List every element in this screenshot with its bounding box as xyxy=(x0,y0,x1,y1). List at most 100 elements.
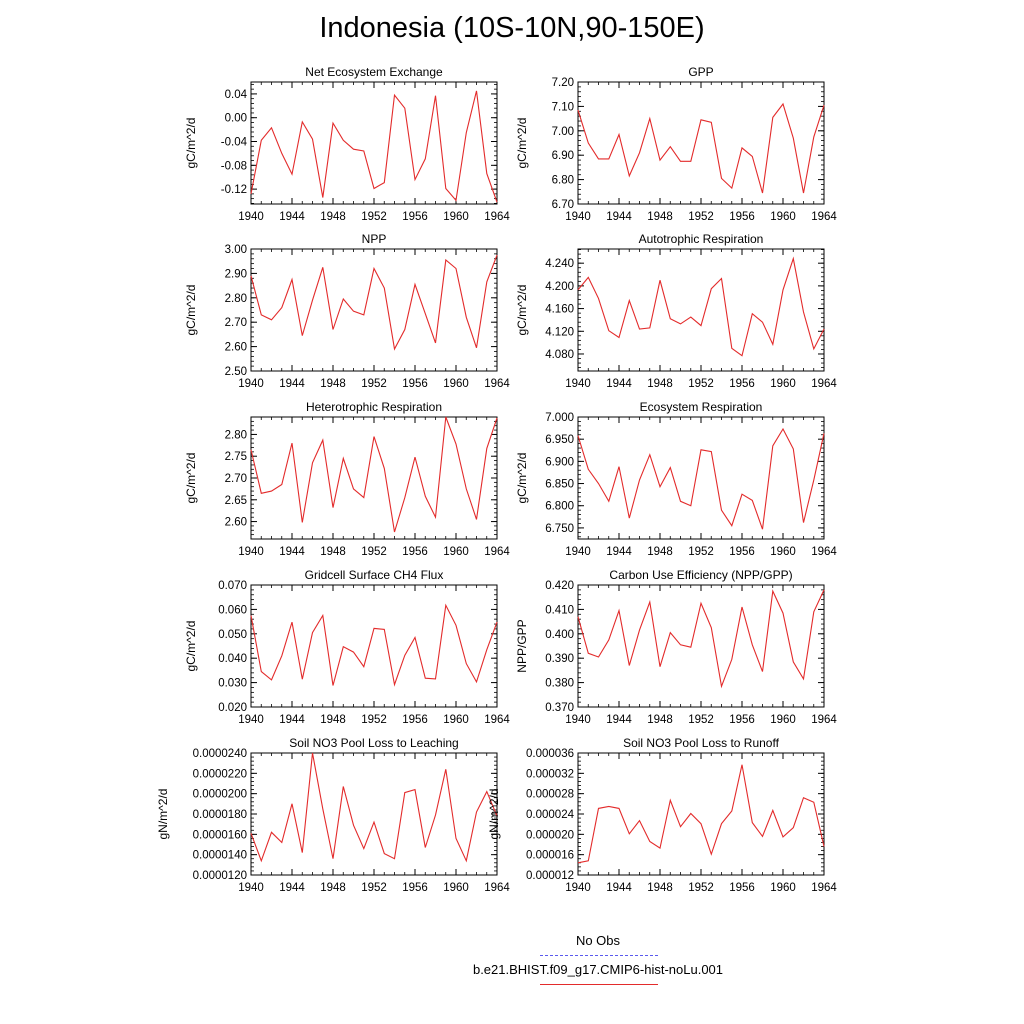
chart-9-ytick-label: 0.000036 xyxy=(526,748,574,760)
chart-1-ylabel: gC/m^2/d xyxy=(515,118,529,169)
chart-0-ytick-label: -0.08 xyxy=(221,160,247,172)
chart-9-xtick-label: 1960 xyxy=(770,882,796,894)
chart-2-ytick-label: 2.90 xyxy=(225,268,247,280)
chart-2-ytick-label: 2.60 xyxy=(225,342,247,354)
chart-9-ytick-label: 0.000012 xyxy=(526,870,574,882)
chart-0-ytick-label: -0.04 xyxy=(221,137,248,149)
chart-1-xtick-label: 1940 xyxy=(565,211,591,223)
chart-7-series-line-0 xyxy=(577,589,825,689)
chart-3-xtick-label: 1964 xyxy=(811,378,837,390)
chart-6-xtick-label: 1956 xyxy=(402,714,428,726)
chart-7-xtick-label: 1948 xyxy=(647,714,673,726)
chart-8-ylabel: gN/m^2/d xyxy=(156,789,170,840)
chart-2-xtick-label: 1952 xyxy=(361,378,387,390)
chart-5-plot-frame xyxy=(577,416,825,540)
chart-7-xtick-label: 1944 xyxy=(606,714,632,726)
chart-6-ytick-label: 0.040 xyxy=(218,653,247,665)
chart-6-title: Gridcell Surface CH4 Flux xyxy=(305,568,444,582)
chart-2-xtick-label: 1956 xyxy=(402,378,428,390)
chart-4-ytick-label: 2.75 xyxy=(225,451,247,463)
chart-3-ytick-label: 4.240 xyxy=(545,258,574,270)
chart-7-ytick-label: 0.420 xyxy=(545,580,574,592)
chart-8-title: Soil NO3 Pool Loss to Leaching xyxy=(289,736,458,750)
chart-9-ytick-label: 0.000024 xyxy=(526,809,575,821)
chart-8-xtick-label: 1956 xyxy=(402,882,428,894)
chart-0-plot-frame xyxy=(250,81,498,205)
chart-8-ytick-label: 0.0000160 xyxy=(193,829,247,841)
chart-6-xtick-label: 1964 xyxy=(484,714,510,726)
chart-9-xtick-label: 1944 xyxy=(606,882,632,894)
chart-5-ytick-label: 6.900 xyxy=(545,456,574,468)
chart-0-series-line-0 xyxy=(250,90,498,203)
chart-3-xtick-label: 1948 xyxy=(647,378,673,390)
chart-1-ytick-label: 7.00 xyxy=(552,126,574,138)
chart-2-ytick-label: 2.70 xyxy=(225,317,247,329)
chart-6-xtick-label: 1940 xyxy=(238,714,264,726)
chart-3-ytick-label: 4.120 xyxy=(545,326,574,338)
chart-8-ytick-label: 0.0000240 xyxy=(193,748,247,760)
chart-5-xtick-label: 1964 xyxy=(811,546,837,558)
chart-5-xtick-label: 1948 xyxy=(647,546,673,558)
chart-9-ytick-label: 0.000028 xyxy=(526,789,574,801)
chart-3-xtick-label: 1952 xyxy=(688,378,714,390)
chart-0-ylabel: gC/m^2/d xyxy=(184,118,198,169)
chart-7-xtick-label: 1956 xyxy=(729,714,755,726)
chart-5-xtick-label: 1960 xyxy=(770,546,796,558)
chart-3-ytick-label: 4.160 xyxy=(545,304,574,316)
chart-5-xtick-label: 1952 xyxy=(688,546,714,558)
chart-4-xtick-label: 1944 xyxy=(279,546,305,558)
chart-7-ytick-label: 0.400 xyxy=(545,629,574,641)
chart-3-ytick-label: 4.080 xyxy=(545,349,574,361)
chart-5-series-line-0 xyxy=(577,427,825,530)
chart-8-plot-frame xyxy=(250,752,498,876)
chart-8-ytick-label: 0.0000120 xyxy=(193,870,247,882)
chart-4-ytick-label: 2.80 xyxy=(225,429,247,441)
chart-1-ytick-label: 7.10 xyxy=(552,101,574,113)
chart-8-xtick-label: 1944 xyxy=(279,882,305,894)
chart-3-xtick-label: 1944 xyxy=(606,378,632,390)
chart-6-ylabel: gC/m^2/d xyxy=(184,621,198,672)
chart-2-xtick-label: 1964 xyxy=(484,378,510,390)
chart-6-xtick-label: 1944 xyxy=(279,714,305,726)
chart-0-xtick-label: 1944 xyxy=(279,211,305,223)
chart-8-series-line-0 xyxy=(250,752,498,863)
chart-8-xtick-label: 1960 xyxy=(443,882,469,894)
chart-7-ytick-label: 0.410 xyxy=(545,604,574,616)
legend-line-model-run xyxy=(540,984,658,985)
chart-0-xtick-label: 1940 xyxy=(238,211,264,223)
chart-2-xtick-label: 1944 xyxy=(279,378,305,390)
chart-9-xtick-label: 1964 xyxy=(811,882,837,894)
chart-9-xtick-label: 1948 xyxy=(647,882,673,894)
chart-0-xtick-label: 1956 xyxy=(402,211,428,223)
chart-3-series-line-0 xyxy=(577,256,825,357)
chart-7-ytick-label: 0.380 xyxy=(545,678,574,690)
chart-4-plot-frame xyxy=(250,416,498,540)
chart-6-plot-frame xyxy=(250,584,498,708)
chart-5-ytick-label: 6.800 xyxy=(545,501,574,513)
chart-8-xtick-label: 1964 xyxy=(484,882,510,894)
chart-7-xtick-label: 1964 xyxy=(811,714,837,726)
chart-1-ytick-label: 7.20 xyxy=(552,77,574,89)
chart-8-ytick-label: 0.0000220 xyxy=(193,768,247,780)
chart-2-xtick-label: 1940 xyxy=(238,378,264,390)
chart-4-xtick-label: 1952 xyxy=(361,546,387,558)
chart-0-title: Net Ecosystem Exchange xyxy=(305,65,443,79)
chart-0-ytick-label: 0.04 xyxy=(225,89,248,101)
chart-1-xtick-label: 1948 xyxy=(647,211,673,223)
chart-6-ytick-label: 0.060 xyxy=(218,604,247,616)
chart-4-xtick-label: 1948 xyxy=(320,546,346,558)
chart-8-ytick-label: 0.0000200 xyxy=(193,789,247,801)
chart-0-xtick-label: 1948 xyxy=(320,211,346,223)
chart-1-xtick-label: 1956 xyxy=(729,211,755,223)
chart-0-ytick-label: -0.12 xyxy=(221,184,247,196)
chart-8-xtick-label: 1952 xyxy=(361,882,387,894)
chart-1-xtick-label: 1952 xyxy=(688,211,714,223)
legend-line-no-obs xyxy=(540,955,658,956)
chart-6-ytick-label: 0.050 xyxy=(218,629,247,641)
chart-9-xtick-label: 1940 xyxy=(565,882,591,894)
chart-7-xtick-label: 1952 xyxy=(688,714,714,726)
chart-3-title: Autotrophic Respiration xyxy=(639,232,764,246)
chart-4-ytick-label: 2.70 xyxy=(225,473,247,485)
chart-9-title: Soil NO3 Pool Loss to Runoff xyxy=(623,736,780,750)
chart-0-ytick-label: 0.00 xyxy=(225,113,247,125)
